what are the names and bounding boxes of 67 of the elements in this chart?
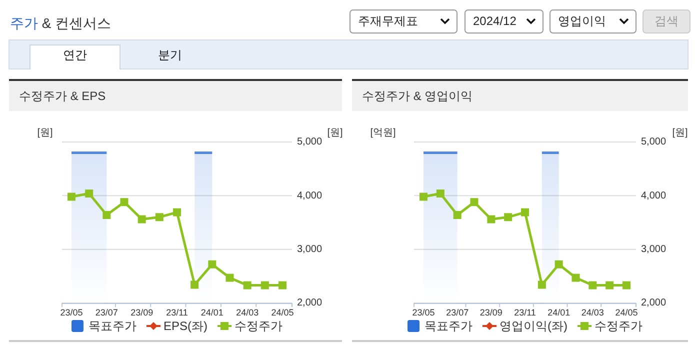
y-axis-title: [억원] xyxy=(370,128,396,139)
y2-tick-label: 3,000 xyxy=(641,244,666,255)
point xyxy=(606,281,614,290)
legend-label: 수정주가 xyxy=(234,319,283,334)
x-tick-label: 23/11 xyxy=(166,307,188,318)
y2-tick-label: 5,000 xyxy=(297,136,322,148)
point xyxy=(504,213,512,222)
x-tick-label: 23/09 xyxy=(130,307,154,318)
point xyxy=(572,274,580,282)
text: 영업이익 xyxy=(558,14,606,28)
legend-label: 목표주가 xyxy=(424,319,472,334)
text: 주재무제표 xyxy=(358,14,418,28)
y2-tick-label: 2,000 xyxy=(641,298,666,309)
x-tick-label: 23/05 xyxy=(60,307,83,318)
point xyxy=(138,215,146,224)
x-tick-label: 24/03 xyxy=(236,307,259,318)
point xyxy=(68,192,76,201)
point xyxy=(470,198,478,206)
y2-tick-label: 4,000 xyxy=(297,190,322,202)
point xyxy=(538,280,546,289)
y2-tick-label: 2,000 xyxy=(297,298,322,309)
text: 검색 xyxy=(654,14,678,28)
point xyxy=(208,260,216,268)
point xyxy=(622,281,630,290)
chart-title: 수정주가 & 영업이익 xyxy=(362,89,473,104)
y2-axis-title: [원] xyxy=(327,128,343,139)
y2-tick-label: 4,000 xyxy=(641,190,666,202)
y2-tick-label: 3,000 xyxy=(297,244,322,255)
chart-title: 수정주가 & EPS xyxy=(19,89,106,104)
point xyxy=(278,281,286,290)
x-tick-label: 23/07 xyxy=(446,307,469,318)
point xyxy=(487,215,496,224)
point xyxy=(260,281,269,290)
text: 주가 & 컨센서스 xyxy=(10,14,112,31)
legend-label: 수정주가 xyxy=(594,319,642,334)
point xyxy=(85,190,94,198)
y2-tick-label: 5,000 xyxy=(641,136,666,148)
legend-label: 영업이익(좌) xyxy=(500,319,568,334)
x-tick-label: 24/05 xyxy=(271,307,294,318)
point xyxy=(190,280,199,289)
point xyxy=(420,192,428,201)
point xyxy=(226,274,234,282)
point xyxy=(120,198,128,206)
text: 연간 xyxy=(63,48,87,62)
x-tick-label: 23/11 xyxy=(514,307,536,318)
point xyxy=(173,208,181,216)
x-tick-label: 23/05 xyxy=(412,307,435,318)
x-tick-label: 23/07 xyxy=(95,307,118,318)
x-tick-label: 24/03 xyxy=(581,307,604,318)
text: 2024/12 xyxy=(473,14,517,28)
point xyxy=(453,210,462,219)
point xyxy=(436,190,444,198)
x-tick-label: 24/01 xyxy=(548,307,570,318)
point xyxy=(155,213,164,222)
point xyxy=(588,281,597,290)
point xyxy=(554,260,563,268)
x-tick-label: 24/05 xyxy=(615,307,638,318)
x-tick-label: 24/01 xyxy=(200,307,224,318)
point xyxy=(521,208,529,216)
y-axis-title: [원] xyxy=(37,128,53,139)
legend-label: EPS(좌) xyxy=(163,319,208,334)
y2-axis-title: [원] xyxy=(672,128,688,139)
point xyxy=(102,210,111,219)
x-tick-label: 23/09 xyxy=(480,307,502,318)
text: 분기 xyxy=(158,48,182,62)
point xyxy=(243,281,252,290)
legend-label: 목표주가 xyxy=(88,319,136,334)
